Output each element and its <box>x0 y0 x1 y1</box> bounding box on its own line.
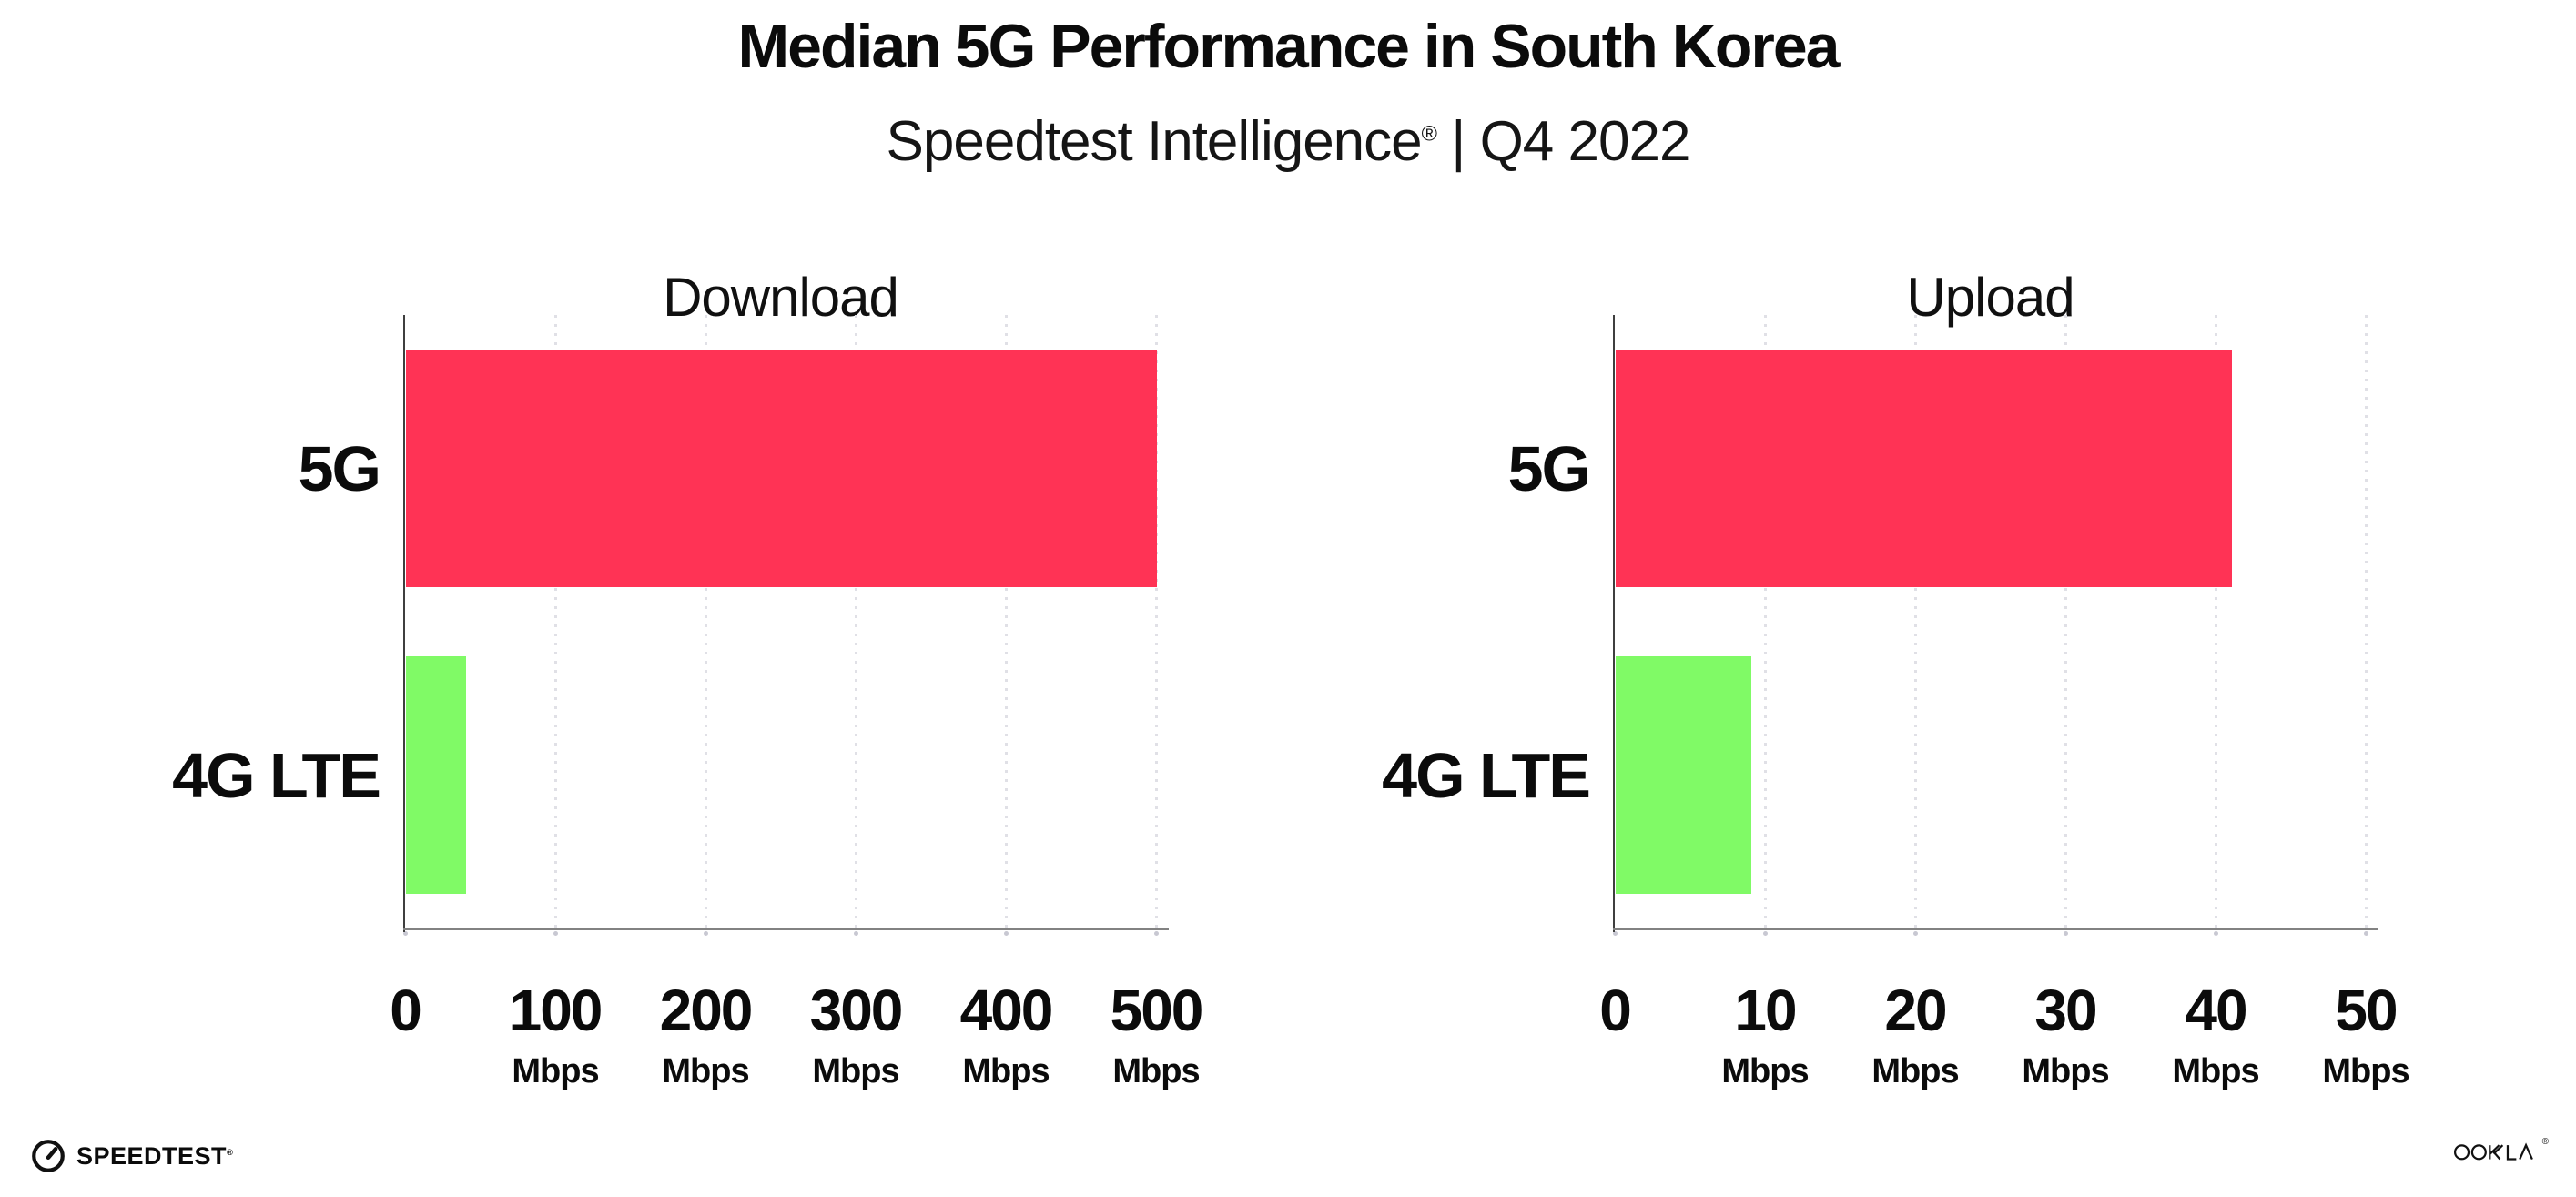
bar-upload-5g <box>1616 350 2232 587</box>
gridline <box>2214 315 2217 928</box>
ookla-wordmark-icon <box>2453 1142 2533 1161</box>
gridline <box>1763 315 1767 928</box>
gridline <box>2364 315 2368 928</box>
x-axis-tick <box>1003 931 1009 936</box>
bar-download-5g <box>406 350 1157 587</box>
x-tick-label: 500 <box>1110 978 1204 1043</box>
y-axis-line <box>1613 315 1615 932</box>
x-tick-label: 40 <box>2185 978 2247 1043</box>
x-tick-unit-label: Mbps <box>662 1052 749 1090</box>
page-title: Median 5G Performance in South Korea <box>737 12 1841 81</box>
y-axis-label-5g: 5G <box>1507 432 1591 504</box>
speedtest-logo: SPEEDTEST® <box>29 1136 234 1176</box>
x-tick-label: 300 <box>809 978 904 1043</box>
x-tick-unit-label: Mbps <box>812 1052 899 1090</box>
y-axis-label-4g-lte: 4G LTE <box>1382 739 1591 811</box>
x-axis-tick <box>853 931 858 936</box>
speedtest-registered-mark: ® <box>227 1147 234 1158</box>
x-tick-label: 400 <box>959 978 1054 1043</box>
x-tick-unit-label: Mbps <box>2172 1052 2259 1090</box>
y-axis-label-5g: 5G <box>298 432 381 504</box>
gridline <box>854 315 857 928</box>
ookla-logo: ® <box>2453 1137 2549 1171</box>
x-tick-unit-label: Mbps <box>2322 1052 2409 1090</box>
speedometer-icon <box>32 1140 65 1172</box>
x-tick-label: 10 <box>1734 978 1797 1043</box>
x-axis-tick <box>1762 931 1768 936</box>
speedtest-wordmark-text: SPEEDTEST <box>76 1141 228 1170</box>
bar-download-4g-lte <box>406 656 466 894</box>
x-axis-tick <box>1612 931 1618 936</box>
chart-title-download: Download <box>663 267 899 328</box>
x-axis-tick <box>2213 931 2218 936</box>
x-axis-line <box>403 928 1169 930</box>
x-axis-tick <box>402 931 408 936</box>
gridline <box>704 315 707 928</box>
x-tick-unit-label: Mbps <box>1721 1052 1809 1090</box>
gridline <box>553 315 557 928</box>
gridline <box>1913 315 1917 928</box>
x-axis-tick <box>2063 931 2068 936</box>
bar-upload-4g-lte <box>1616 656 1751 894</box>
speedtest-wordmark: SPEEDTEST® <box>76 1141 234 1170</box>
subtitle-brand: Speedtest Intelligence <box>886 110 1423 173</box>
x-axis-tick <box>703 931 708 936</box>
registered-mark: ® <box>1421 121 1437 146</box>
y-axis-label-4g-lte: 4G LTE <box>172 739 381 811</box>
x-axis-tick <box>1912 931 1918 936</box>
x-tick-unit-label: Mbps <box>962 1052 1050 1090</box>
x-axis-tick <box>2363 931 2368 936</box>
x-tick-label: 100 <box>509 978 603 1043</box>
x-axis-tick <box>1153 931 1159 936</box>
x-tick-label: 0 <box>1599 978 1632 1043</box>
x-tick-label: 30 <box>2034 978 2097 1043</box>
y-axis-line <box>403 315 405 932</box>
gridline <box>1004 315 1008 928</box>
gridline <box>1154 315 1158 928</box>
subtitle-period: | Q4 2022 <box>1436 110 1690 173</box>
x-tick-unit-label: Mbps <box>1112 1052 1200 1090</box>
page-subtitle: Speedtest Intelligence® | Q4 2022 <box>0 109 2576 174</box>
x-tick-label: 20 <box>1884 978 1947 1043</box>
x-tick-unit-label: Mbps <box>512 1052 599 1090</box>
ookla-registered-mark: ® <box>2541 1137 2549 1147</box>
x-axis-line <box>1613 928 2378 930</box>
gridline <box>2064 315 2067 928</box>
x-tick-label: 0 <box>390 978 422 1043</box>
x-tick-label: 200 <box>659 978 754 1043</box>
x-tick-unit-label: Mbps <box>2022 1052 2109 1090</box>
x-tick-unit-label: Mbps <box>1871 1052 1959 1090</box>
x-axis-tick <box>553 931 558 936</box>
x-tick-label: 50 <box>2335 978 2398 1043</box>
chart-title-upload: Upload <box>1906 267 2074 328</box>
